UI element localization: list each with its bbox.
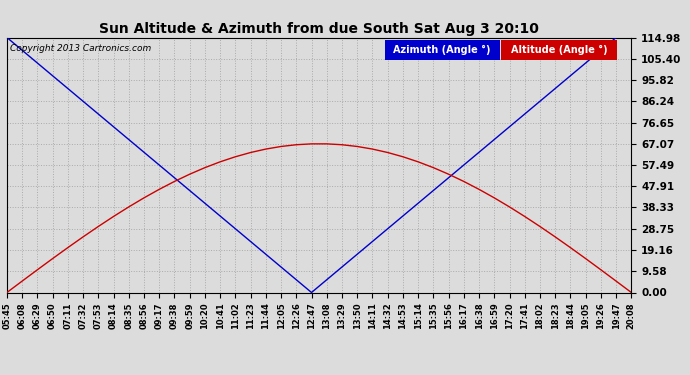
Text: Copyright 2013 Cartronics.com: Copyright 2013 Cartronics.com [10,44,151,53]
Title: Sun Altitude & Azimuth from due South Sat Aug 3 20:10: Sun Altitude & Azimuth from due South Sa… [99,22,539,36]
FancyBboxPatch shape [385,39,500,60]
Text: Altitude (Angle °): Altitude (Angle °) [511,45,607,55]
Text: Azimuth (Angle °): Azimuth (Angle °) [393,45,491,55]
FancyBboxPatch shape [502,39,617,60]
